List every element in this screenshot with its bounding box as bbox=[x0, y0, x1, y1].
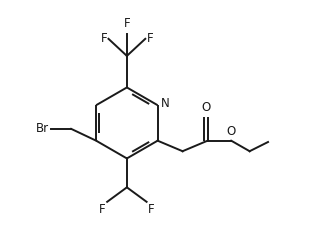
Text: N: N bbox=[161, 97, 170, 110]
Text: Br: Br bbox=[36, 122, 49, 135]
Text: F: F bbox=[99, 203, 106, 216]
Text: F: F bbox=[123, 17, 130, 30]
Text: O: O bbox=[227, 124, 236, 138]
Text: F: F bbox=[147, 32, 153, 45]
Text: O: O bbox=[202, 101, 211, 114]
Text: F: F bbox=[101, 32, 107, 45]
Text: F: F bbox=[148, 203, 154, 216]
